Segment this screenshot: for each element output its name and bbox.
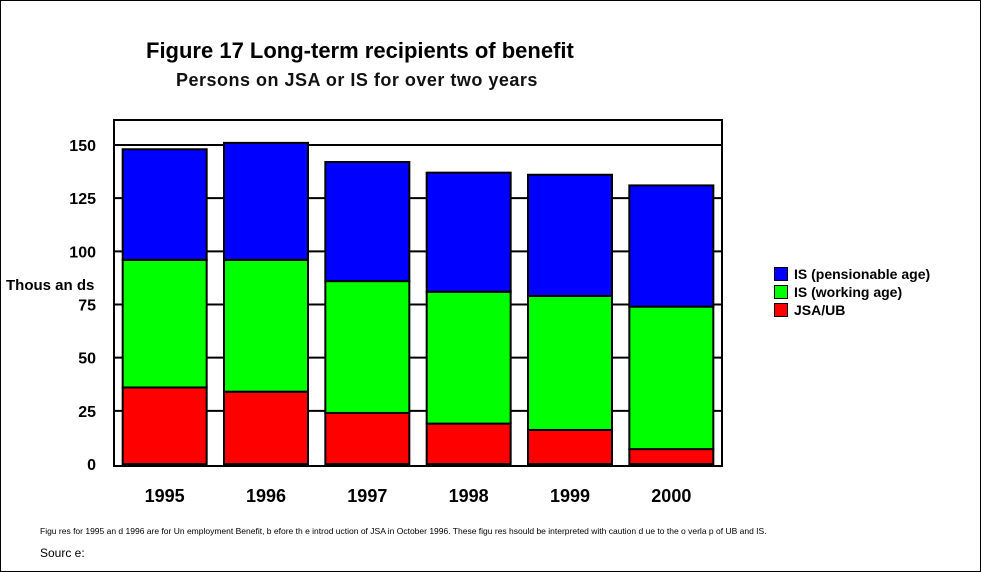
source: Sourc e: [40,546,85,560]
y-axis-label: Thous an ds [6,277,94,294]
legend-label-is-working: IS (working age) [794,284,903,300]
legend-swatch-is-pensionable [774,267,788,281]
x-tick-label: 1997 [347,486,387,506]
bar-is-working-age--2000 [628,305,715,451]
legend-item-is-working: IS (working age) [774,283,930,301]
x-tick-label: 1996 [246,486,286,506]
bar-is-working-age--1995 [121,258,208,389]
bar-is-pensionable-age--1998 [425,171,512,293]
chart-subtitle: Persons on JSA or IS for over two years [176,70,538,90]
bar-jsa-ub-2000 [628,448,715,466]
bar-jsa-ub-1995 [121,386,208,465]
bar-jsa-ub-1996 [223,390,309,465]
bar-is-working-age--1999 [527,294,613,431]
legend-label-is-pensionable: IS (pensionable age) [794,266,931,282]
x-tick-label: 1995 [145,486,185,506]
legend-item-is-pensionable: IS (pensionable age) [774,265,930,283]
bar-is-pensionable-age--1996 [223,141,309,261]
x-tick-label: 2000 [651,486,691,506]
y-tick-label: 75 [78,298,96,315]
legend-swatch-jsa-ub [774,303,788,317]
footnote: Figu res for 1995 an d 1996 are for Un e… [40,526,767,536]
legend-item-jsa-ub: JSA/UB [774,301,930,319]
legend: IS (pensionable age) IS (working age) JS… [774,265,930,319]
bar-is-pensionable-age--2000 [628,184,715,308]
bar-is-pensionable-age--1999 [527,173,613,297]
y-tick-label: 25 [78,404,96,421]
x-tick-label: 1999 [550,486,590,506]
bar-is-working-age--1998 [425,290,512,425]
bar-is-pensionable-age--1997 [324,161,411,283]
y-tick-label: 150 [69,138,96,155]
bar-is-pensionable-age--1995 [121,148,208,261]
y-tick-label: 0 [87,457,96,474]
legend-label-jsa-ub: JSA/UB [794,302,846,318]
bar-jsa-ub-1998 [425,422,512,465]
plot-area [113,119,723,467]
bar-is-working-age--1997 [324,280,411,414]
bar-jsa-ub-1999 [527,428,613,465]
x-tick-label: 1998 [449,486,489,506]
y-tick-label: 100 [69,244,96,261]
y-tick-label: 50 [78,351,96,368]
y-tick-label: 125 [69,191,96,208]
legend-swatch-is-working [774,285,788,299]
bar-jsa-ub-1997 [324,411,411,465]
bar-is-working-age--1996 [223,258,309,393]
chart-title: Figure 17 Long-term recipients of benefi… [146,38,574,63]
